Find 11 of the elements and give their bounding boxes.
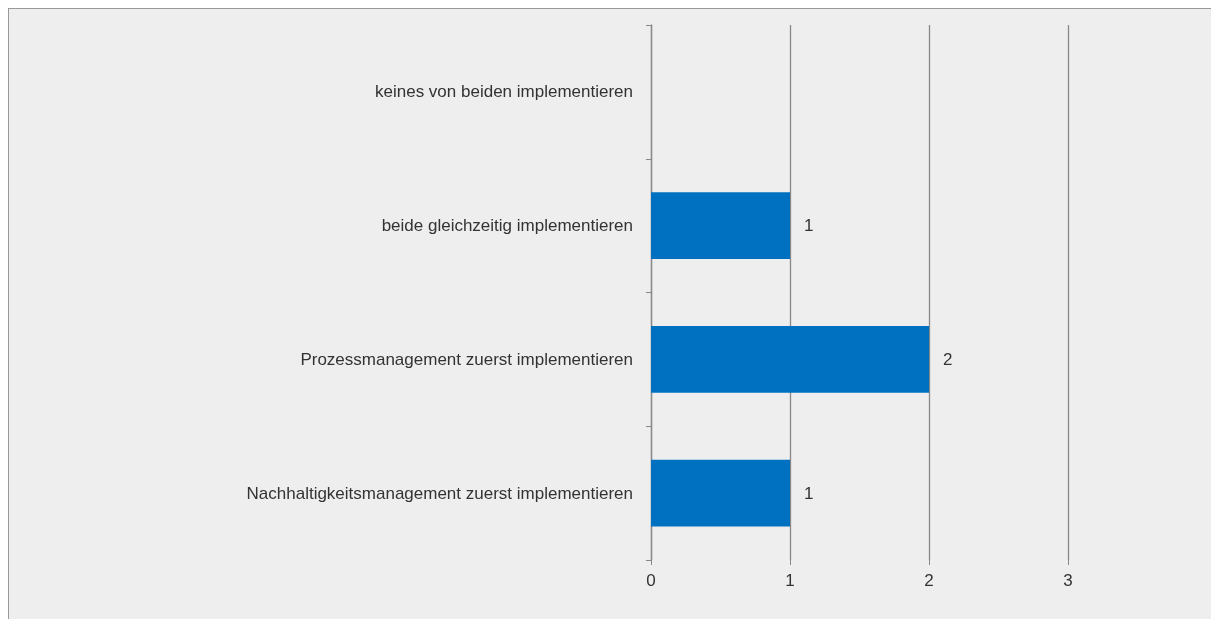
data-label: 1 [804, 216, 814, 236]
x-tick-label: 1 [785, 571, 795, 590]
y-tick-label: Prozessmanagement zuerst implementieren [300, 349, 633, 369]
x-tick-label: 0 [646, 571, 656, 590]
data-label: 2 [943, 349, 953, 369]
y-tick-label: Nachhaltigkeitsmanagement zuerst implementieren [246, 483, 633, 503]
x-tick-label: 2 [924, 571, 934, 590]
y-tick-label: keines von beiden implementieren [375, 82, 633, 102]
data-label: 1 [804, 483, 814, 503]
x-tick-label: 3 [1063, 571, 1073, 590]
y-tick-label: beide gleichzeitig implementieren [381, 216, 633, 236]
